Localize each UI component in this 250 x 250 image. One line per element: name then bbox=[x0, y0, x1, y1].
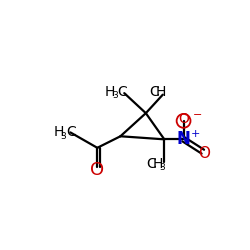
Text: −: − bbox=[193, 110, 202, 120]
Text: O: O bbox=[90, 161, 104, 179]
Text: C: C bbox=[146, 157, 156, 171]
Text: H: H bbox=[54, 126, 64, 140]
Text: 3: 3 bbox=[160, 163, 166, 172]
Text: O: O bbox=[198, 146, 210, 161]
Text: C: C bbox=[117, 84, 127, 98]
Text: H: H bbox=[153, 157, 163, 171]
Text: H: H bbox=[156, 84, 166, 98]
Text: +: + bbox=[190, 129, 200, 139]
Text: C: C bbox=[149, 84, 159, 98]
Text: N: N bbox=[177, 130, 190, 148]
Text: O: O bbox=[178, 112, 189, 126]
Text: 3: 3 bbox=[112, 91, 118, 100]
Text: 3: 3 bbox=[60, 132, 66, 141]
Text: H: H bbox=[105, 84, 116, 98]
Text: C: C bbox=[66, 126, 76, 140]
